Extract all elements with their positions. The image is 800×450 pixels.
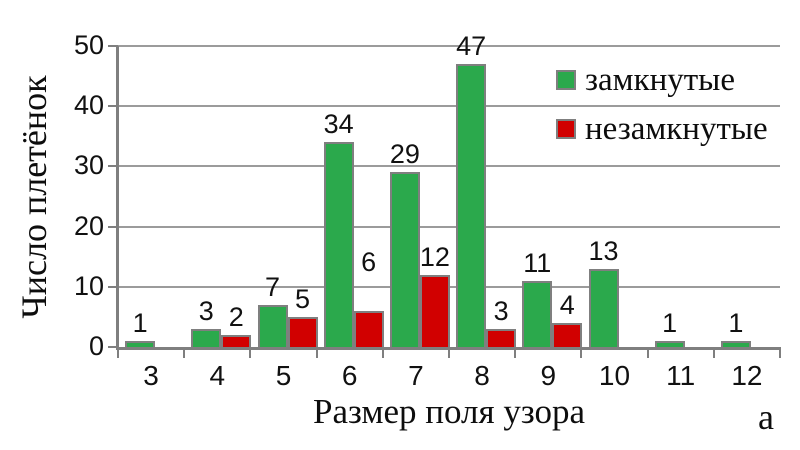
value-label-green-8: 47 [456,31,487,62]
y-tick-label-40: 40 [73,90,104,121]
x-tick-label-4: 4 [209,360,226,391]
value-label-red-8: 3 [493,295,509,326]
value-label-green-7: 29 [389,139,420,170]
red-bar-7 [419,274,450,347]
value-label-green-11: 1 [662,307,678,338]
y-tick-40 [108,105,118,108]
red-bar-9 [552,322,583,347]
x-tick-label-6: 6 [341,360,358,391]
x-tick-7 [580,350,583,358]
value-label-red-9: 4 [559,289,575,320]
green-bar-12 [720,340,751,347]
x-axis-line [116,347,781,350]
red-swatch-icon [556,119,576,139]
red-bar-5 [287,316,318,347]
x-tick-8 [646,350,649,358]
value-label-red-6: 6 [361,246,377,277]
gridline-20 [118,225,780,228]
legend-label: замкнутые [585,62,735,98]
x-tick-label-12: 12 [731,360,763,391]
gridline-30 [118,165,780,168]
x-tick-0 [117,350,119,358]
value-label-green-3: 1 [132,307,148,338]
y-tick-label-10: 10 [73,270,104,301]
legend-label: незамкнутые [585,111,768,147]
x-tick-6 [514,350,517,358]
subfigure-label: а [758,397,774,437]
value-label-red-7: 12 [419,241,450,272]
value-label-green-5: 7 [264,271,281,302]
red-bar-4 [221,334,252,347]
legend: замкнутые незамкнутые [556,62,768,160]
y-axis-line [116,46,119,350]
x-tick-2 [249,350,252,358]
y-tick-20 [108,225,118,228]
green-swatch-icon [556,70,576,90]
x-tick-label-11: 11 [666,360,696,391]
value-label-green-4: 3 [198,295,214,326]
green-bar-7 [389,172,420,347]
x-axis-title: Размер поля узора [312,392,586,431]
green-bar-8 [456,64,487,347]
x-tick-4 [381,350,384,358]
red-bar-8 [486,328,517,347]
x-tick-label-9: 9 [540,360,557,391]
gridline-40 [118,105,780,108]
green-bar-6 [323,142,354,347]
x-tick-5 [448,350,450,358]
green-bar-4 [191,328,222,347]
y-tick-0 [108,346,118,348]
y-tick-label-50: 50 [73,30,104,60]
x-tick-label-8: 8 [474,360,490,391]
x-tick-3 [315,350,318,358]
value-label-green-10: 13 [588,235,619,266]
y-tick-label-20: 20 [73,210,104,241]
x-tick-label-5: 5 [275,360,292,391]
green-bar-5 [257,304,288,347]
value-label-red-5: 5 [294,283,311,314]
green-bar-11 [654,340,685,347]
y-tick-30 [108,165,118,168]
gridline-50 [118,45,780,47]
legend-item-closed: замкнутые [556,62,768,98]
legend-item-open: незамкнутые [556,111,768,147]
x-tick-label-10: 10 [598,360,631,391]
x-tick-9 [712,350,715,358]
value-label-red-4: 2 [228,301,244,332]
y-tick-50 [108,45,118,47]
value-label-green-12: 1 [728,307,744,338]
y-tick-label-30: 30 [73,150,104,181]
green-bar-10 [588,268,619,347]
green-bar-3 [125,340,156,347]
y-tick-10 [108,285,118,288]
x-tick-1 [183,350,186,358]
x-tick-label-3: 3 [143,360,159,391]
x-tick-10 [779,350,781,358]
red-bar-6 [353,310,384,347]
value-label-green-9: 11 [523,247,552,278]
green-bar-9 [522,280,553,347]
value-label-green-6: 34 [323,109,354,140]
x-tick-label-7: 7 [408,360,424,391]
y-tick-label-0: 0 [88,331,104,361]
